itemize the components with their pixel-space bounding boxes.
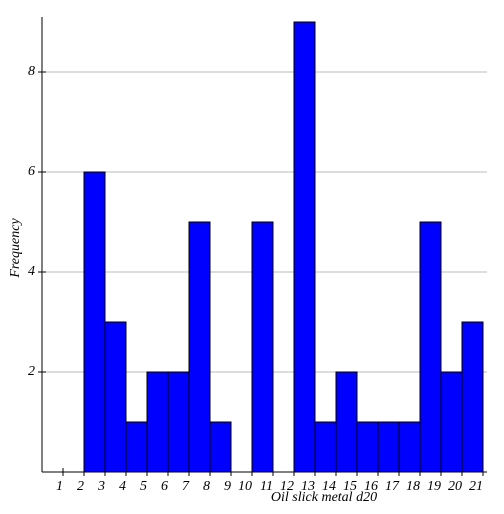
x-axis-label: Oil slick metal d20 <box>271 490 377 505</box>
y-axis-label: Frequency <box>8 218 23 279</box>
bar <box>440 371 463 473</box>
y-tick-label: 6 <box>28 164 35 179</box>
x-tick-label: 11 <box>260 479 273 494</box>
bar <box>419 221 442 473</box>
x-tick-label: 20 <box>448 479 462 494</box>
bar <box>293 21 316 473</box>
x-tick-label: 7 <box>182 479 190 494</box>
x-tick-label: 17 <box>385 479 400 494</box>
bar <box>461 321 484 473</box>
y-tick-label: 4 <box>28 264 35 279</box>
x-tick-label: 14 <box>322 479 336 494</box>
bar <box>188 221 211 473</box>
bar <box>167 371 190 473</box>
y-tick-label: 8 <box>28 64 35 79</box>
x-tick-label: 8 <box>203 479 210 494</box>
x-tick-label: 4 <box>119 479 126 494</box>
bar <box>314 421 337 473</box>
bar <box>209 421 232 473</box>
x-tick-label: 16 <box>364 479 378 494</box>
x-tick-label: 13 <box>301 479 315 494</box>
bar <box>356 421 379 473</box>
x-tick-label: 19 <box>427 479 441 494</box>
x-tick-label: 9 <box>224 479 231 494</box>
x-tick-label: 12 <box>280 479 294 494</box>
bar <box>125 421 148 473</box>
bar <box>83 171 106 473</box>
x-tick-label: 1 <box>56 479 63 494</box>
y-tick-label: 2 <box>28 364 35 379</box>
x-tick-label: 10 <box>238 479 252 494</box>
bar <box>146 371 169 473</box>
bar <box>335 371 358 473</box>
x-tick-label: 3 <box>97 479 105 494</box>
x-tick-label: 18 <box>406 479 420 494</box>
bar <box>104 321 127 473</box>
x-tick-label: 5 <box>140 479 147 494</box>
bar <box>377 421 400 473</box>
x-tick-label: 6 <box>161 479 168 494</box>
x-tick-label: 21 <box>469 479 483 494</box>
x-tick-label: 15 <box>343 479 357 494</box>
x-tick-label: 2 <box>77 479 84 494</box>
bar <box>251 221 274 473</box>
bar <box>398 421 421 473</box>
